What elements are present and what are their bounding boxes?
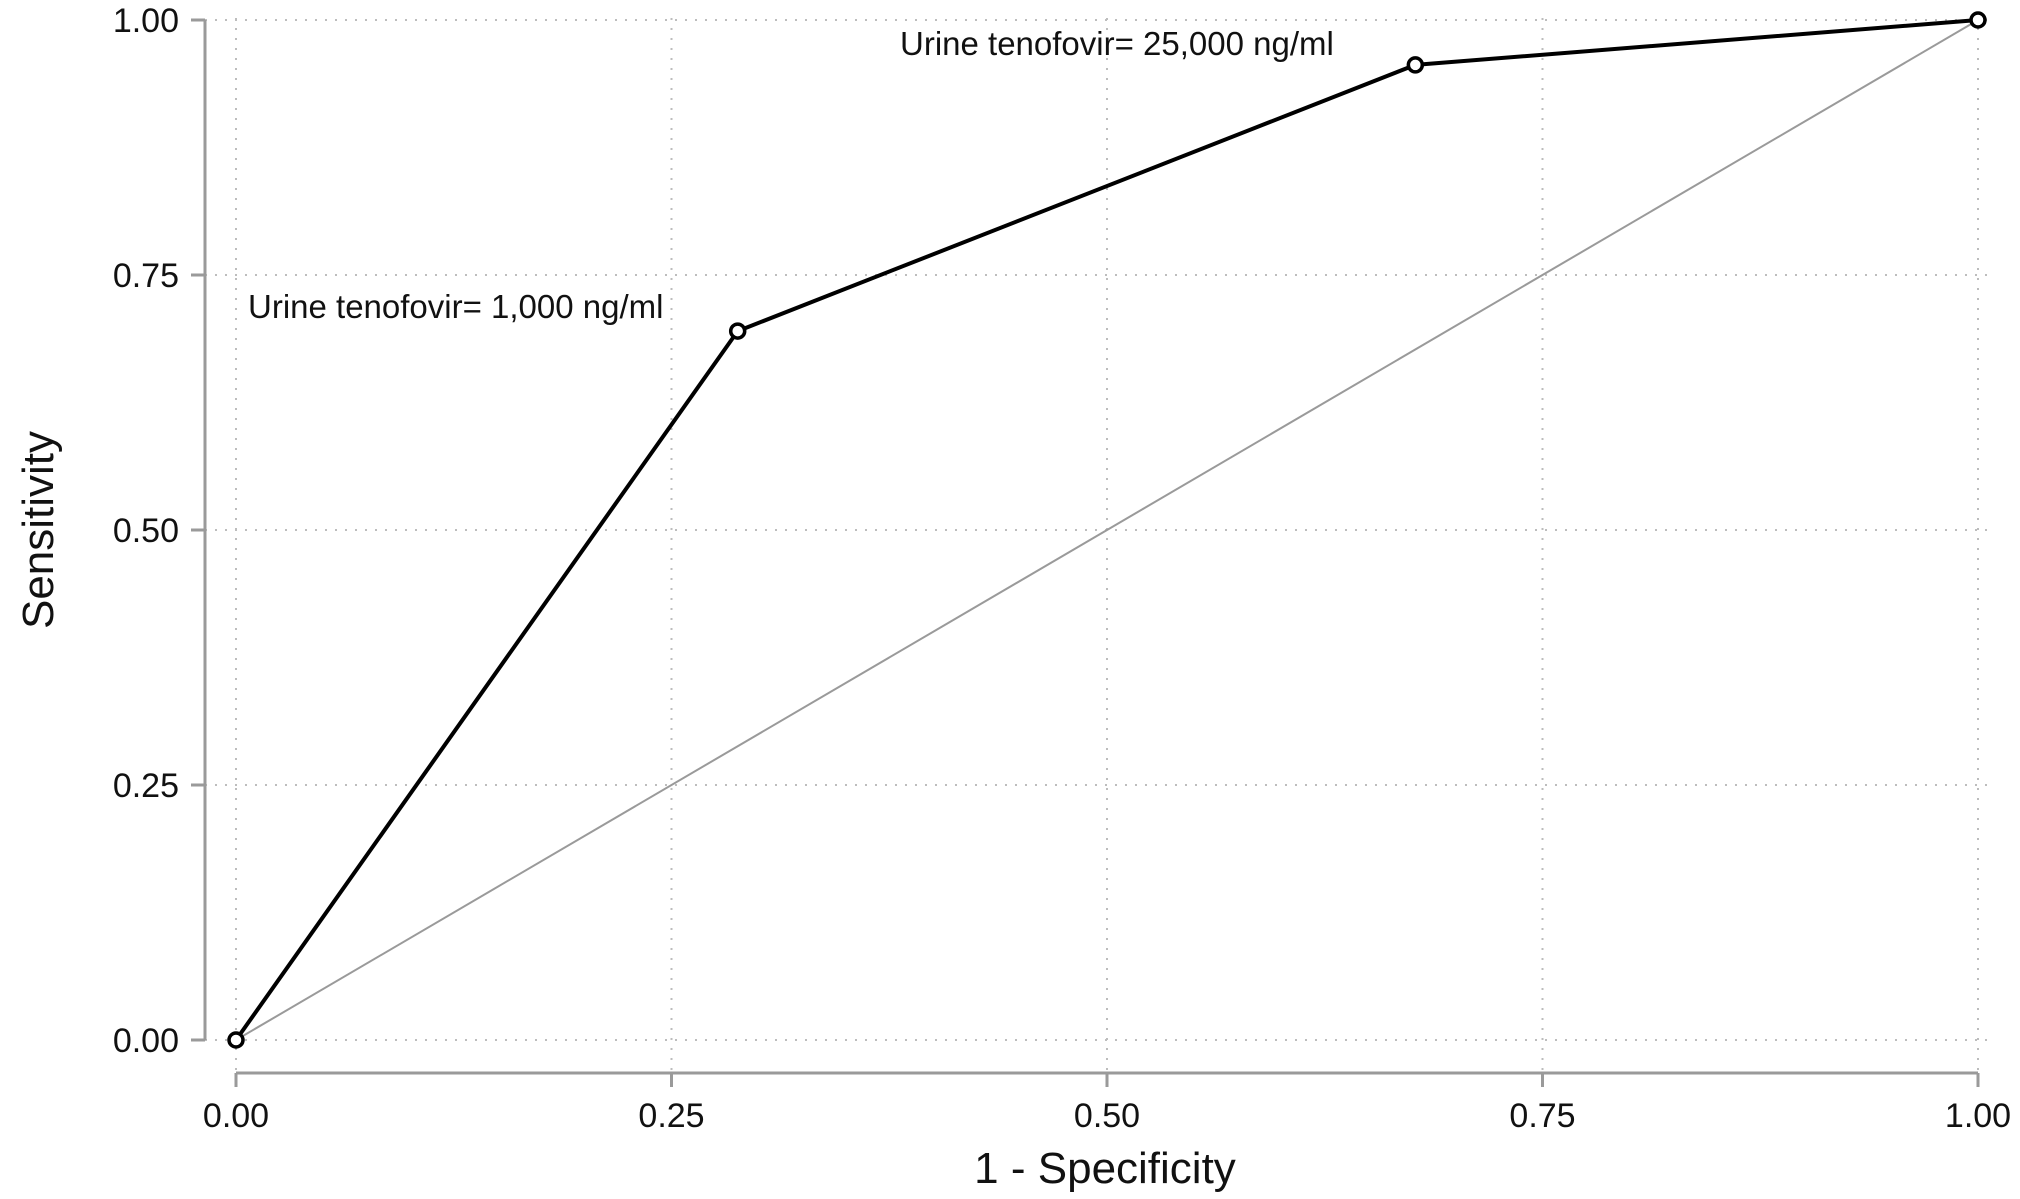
series-layer (234, 18, 1980, 1042)
x-tick-label-1: 0.25 (638, 1097, 704, 1135)
reference-diagonal-line (235, 19, 1979, 1041)
x-axis-title: 1 - Specificity (974, 1144, 1236, 1193)
grid-layer (205, 18, 1990, 1073)
roc-point-1 (728, 322, 747, 340)
axes-layer (191, 18, 1980, 1087)
roc-point-0 (227, 1031, 245, 1049)
roc-point-3 (1969, 11, 1987, 29)
y-tick-label-0: 0.00 (113, 1022, 179, 1060)
y-tick-label-2: 0.50 (113, 512, 179, 550)
roc-curve-line-0 (234, 18, 1980, 1042)
y-axis-title: Sensitivity (14, 431, 63, 629)
y-tick-label-3: 0.75 (113, 257, 179, 295)
y-tick-label-1: 0.25 (113, 767, 179, 805)
marker-layer (227, 11, 1987, 1049)
reference-line-layer (235, 19, 1979, 1041)
roc-point-2 (1406, 56, 1425, 74)
annotation-threshold-25000: Urine tenofovir= 25,000 ng/ml (900, 25, 1334, 62)
label-layer: 1 - Specificity Sensitivity Urine tenofo… (14, 2, 2011, 1193)
annotation-threshold-1000: Urine tenofovir= 1,000 ng/ml (248, 288, 663, 325)
x-tick-label-3: 0.75 (1509, 1097, 1575, 1135)
x-tick-label-2: 0.50 (1074, 1097, 1140, 1135)
x-tick-label-4: 1.00 (1945, 1097, 2011, 1135)
y-tick-label-4: 1.00 (113, 2, 179, 40)
x-tick-label-0: 0.00 (203, 1097, 269, 1135)
